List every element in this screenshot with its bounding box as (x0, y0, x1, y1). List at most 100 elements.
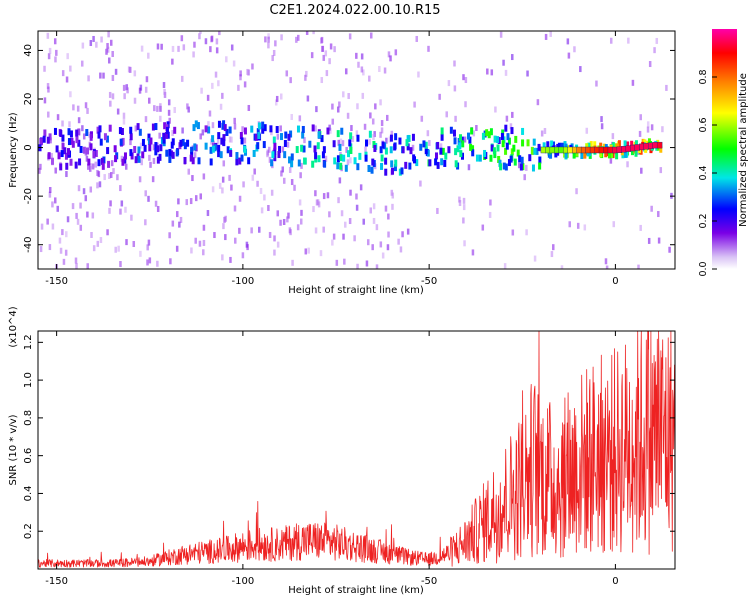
heatmap-band-cell (311, 124, 315, 132)
heatmap-band-cell (634, 149, 638, 157)
heatmap-noise-cell (139, 250, 142, 257)
heatmap-noise-cell (364, 146, 367, 153)
heatmap-noise-cell (204, 38, 208, 45)
heatmap-band-cell (86, 147, 90, 155)
heatmap-noise-cell (290, 179, 294, 186)
heatmap-band-cell (471, 149, 475, 157)
heatmap-noise-cell (96, 240, 100, 247)
heatmap-noise-cell (488, 211, 492, 218)
heatmap-noise-cell (637, 264, 640, 269)
heatmap-noise-cell (540, 130, 544, 137)
heatmap-noise-cell (304, 74, 307, 81)
heatmap-noise-cell (51, 223, 55, 230)
heatmap-noise-cell (266, 151, 269, 158)
heatmap-band-cell (599, 142, 603, 150)
heatmap-band-cell (506, 133, 510, 141)
y-tick-label: 0.8 (23, 410, 34, 426)
heatmap-band-cell (48, 133, 52, 141)
y-tick-label: -40 (23, 237, 34, 253)
heatmap-band-cell (404, 161, 408, 169)
heatmap-noise-cell (171, 220, 175, 227)
heatmap-band-cell (82, 146, 86, 154)
heatmap-noise-cell (238, 195, 242, 202)
heatmap-noise-cell (209, 46, 212, 53)
heatmap-noise-cell (198, 240, 202, 247)
heatmap-band-cell (368, 130, 372, 138)
heatmap-band-cell (336, 155, 340, 163)
heatmap-band-cell (519, 163, 523, 171)
heatmap-noise-cell (268, 231, 272, 238)
heatmap-noise-cell (80, 60, 84, 67)
heatmap-noise-cell (97, 171, 101, 178)
heatmap-band-cell (70, 137, 74, 145)
heatmap-noise-cell (59, 247, 63, 254)
heatmap-noise-cell (144, 219, 147, 226)
heatmap-noise-cell (386, 244, 390, 251)
heatmap-band-cell (406, 135, 410, 143)
heatmap-band-cell (235, 158, 239, 166)
heatmap-band-cell (134, 156, 138, 164)
heatmap-noise-cell (355, 130, 359, 137)
heatmap-band-cell (483, 149, 487, 157)
heatmap-band-cell (297, 159, 301, 167)
heatmap-band-cell (507, 159, 511, 167)
heatmap-band-cell (507, 137, 511, 145)
heatmap-noise-cell (156, 43, 160, 50)
heatmap-noise-cell (114, 68, 118, 75)
heatmap-band-cell (475, 154, 479, 162)
heatmap-noise-cell (181, 127, 184, 134)
heatmap-band-cell (393, 164, 397, 172)
heatmap-noise-cell (657, 211, 660, 218)
heatmap-noise-cell (149, 161, 152, 168)
heatmap-xlabel: Height of straight line (km) (288, 285, 424, 296)
heatmap-band-cell (348, 139, 352, 147)
heatmap-noise-cell (504, 69, 508, 76)
heatmap-band-cell (261, 126, 265, 134)
heatmap-band-cell (100, 157, 104, 165)
heatmap-noise-cell (139, 142, 143, 149)
heatmap-band-cell (158, 153, 162, 161)
heatmap-ridge-cell (598, 146, 605, 154)
heatmap-noise-cell (281, 166, 285, 173)
heatmap-noise-cell (224, 234, 227, 241)
heatmap-band-cell (283, 151, 287, 159)
heatmap-noise-cell (525, 229, 528, 236)
heatmap-band-cell (77, 139, 81, 147)
heatmap-noise-cell (102, 72, 105, 79)
heatmap-noise-cell (156, 260, 159, 267)
heatmap-noise-cell (314, 190, 317, 197)
heatmap-band-cell (467, 132, 471, 140)
heatmap-band-cell (64, 152, 68, 160)
heatmap-band-cell (121, 137, 125, 145)
heatmap-band-cell (204, 142, 208, 150)
heatmap-band-cell (502, 136, 506, 144)
heatmap-band-cell (314, 152, 318, 160)
heatmap-noise-cell (99, 237, 103, 244)
heatmap-noise-cell (360, 66, 364, 73)
heatmap-band-cell (92, 150, 96, 158)
heatmap-band-cell (69, 130, 73, 138)
heatmap-noise-cell (214, 71, 218, 78)
heatmap-noise-cell (125, 239, 128, 246)
heatmap-noise-cell (230, 136, 233, 143)
heatmap-band-cell (499, 163, 503, 171)
heatmap-noise-cell (132, 240, 136, 247)
heatmap-noise-cell (438, 93, 441, 100)
x-tick-label: 0 (612, 276, 618, 287)
heatmap-noise-cell (646, 126, 650, 133)
heatmap-ridge-cell (603, 146, 609, 154)
heatmap-noise-cell (151, 176, 155, 183)
heatmap-noise-cell (505, 115, 509, 122)
heatmap-band-cell (497, 155, 501, 163)
heatmap-band-cell (296, 125, 300, 133)
heatmap-band-cell (411, 133, 415, 141)
heatmap-noise-cell (47, 86, 50, 93)
heatmap-ylabel: Frequency (Hz) (8, 112, 19, 188)
heatmap-noise-cell (192, 51, 195, 58)
heatmap-noise-cell (322, 226, 325, 233)
heatmap-noise-cell (119, 261, 122, 268)
heatmap-band-cell (419, 143, 423, 151)
heatmap-band-cell (428, 159, 432, 167)
heatmap-noise-cell (124, 206, 127, 213)
heatmap-band-cell (164, 131, 168, 139)
